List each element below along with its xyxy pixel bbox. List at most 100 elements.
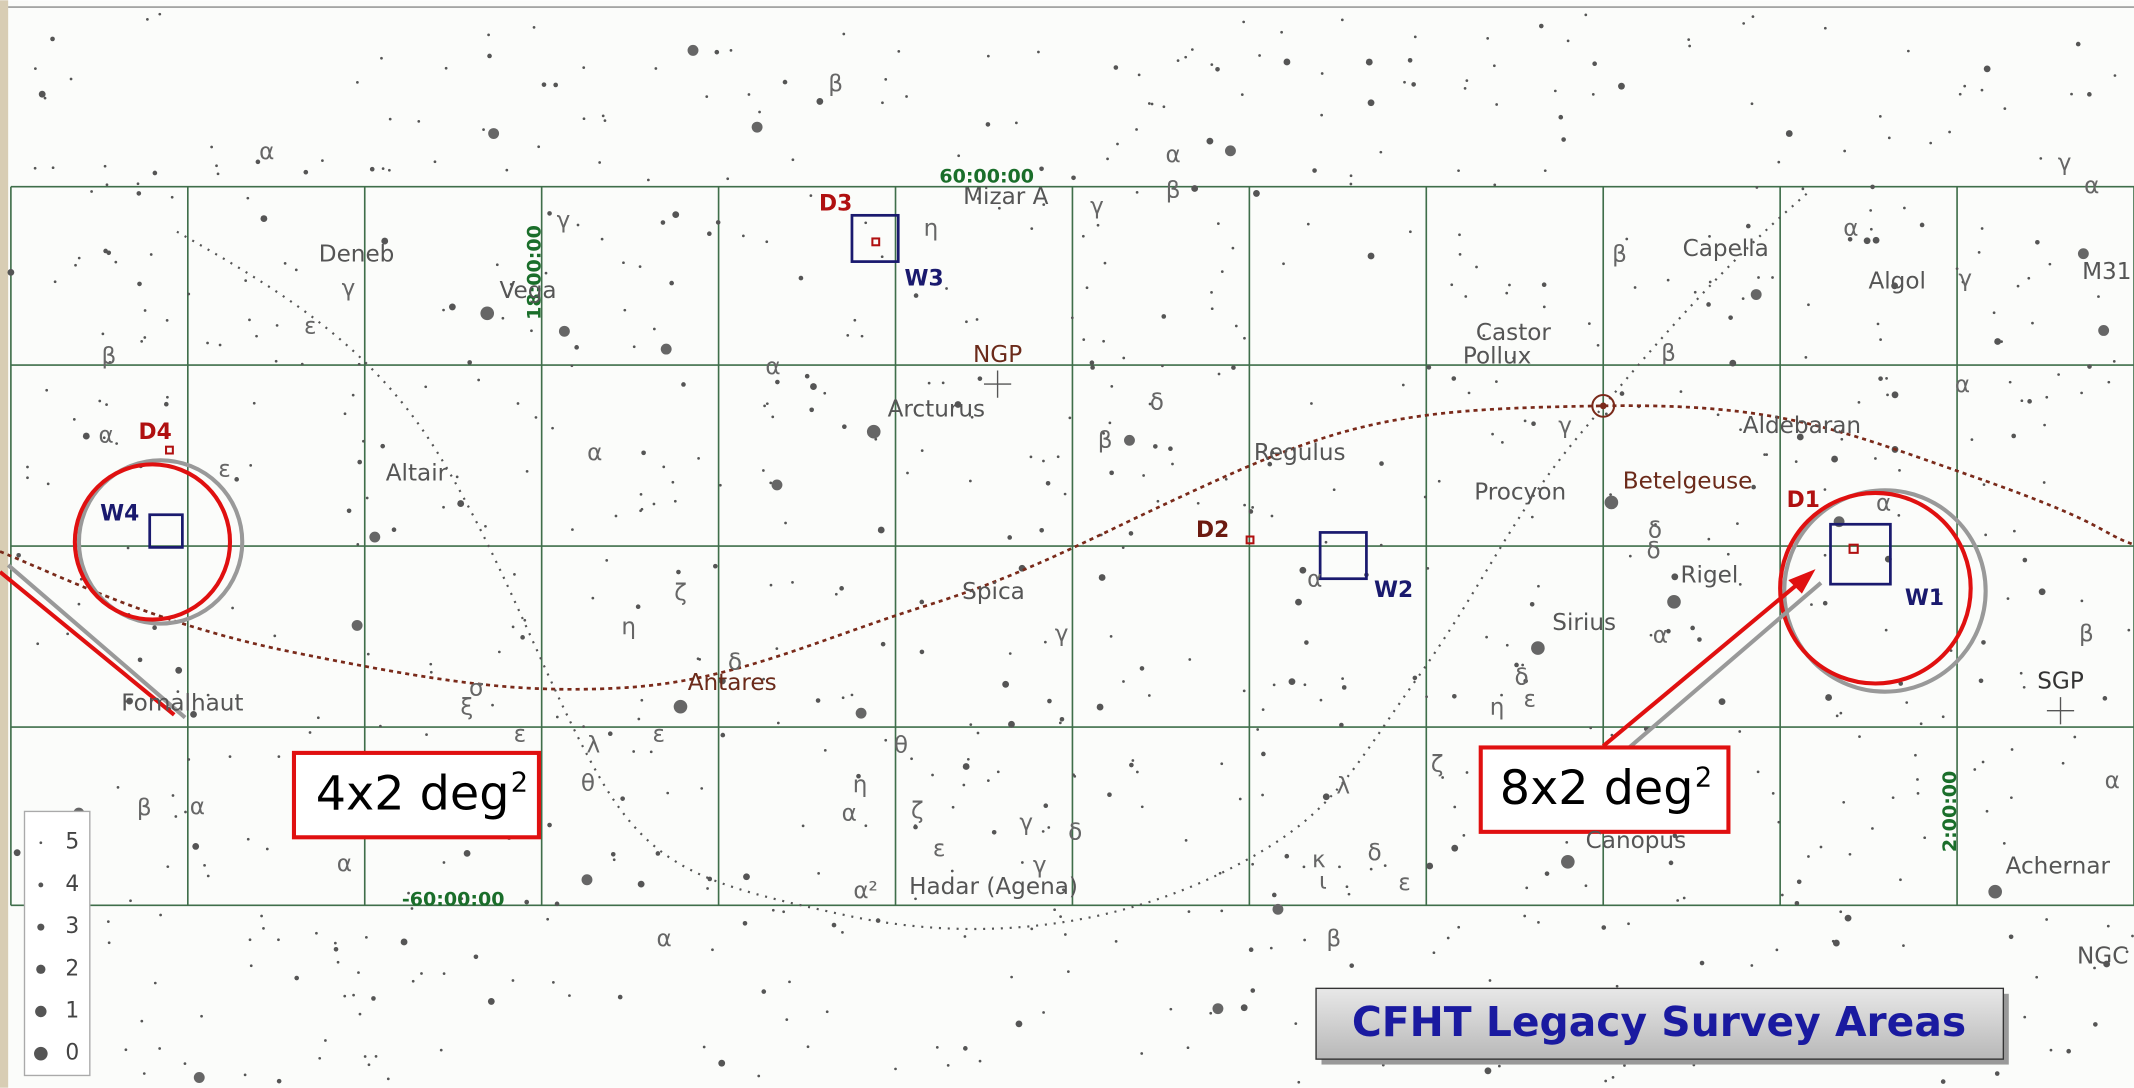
w4-circle-shadow xyxy=(76,458,245,626)
star xyxy=(946,1064,950,1067)
star xyxy=(1251,506,1254,509)
star xyxy=(2087,364,2092,369)
star xyxy=(1831,455,1838,463)
star xyxy=(2048,262,2052,266)
star xyxy=(1063,492,1067,496)
star xyxy=(1089,360,1095,366)
star xyxy=(90,190,93,193)
star xyxy=(1887,136,1891,140)
star xyxy=(1869,209,1873,212)
star xyxy=(442,505,445,509)
star xyxy=(1096,703,1104,711)
star xyxy=(200,1014,203,1018)
star xyxy=(1319,698,1323,702)
greek-label: λ xyxy=(1336,773,1350,799)
star xyxy=(1718,698,1726,706)
star xyxy=(788,980,791,984)
star xyxy=(1210,290,1213,294)
star xyxy=(1741,297,1745,300)
star xyxy=(1109,635,1113,638)
star xyxy=(369,531,381,543)
star xyxy=(1441,776,1444,779)
star xyxy=(1042,459,1045,463)
star xyxy=(977,197,980,200)
greek-label: γ xyxy=(1019,810,1033,836)
star xyxy=(853,318,857,322)
star xyxy=(417,120,421,123)
star xyxy=(1619,391,1625,396)
star xyxy=(1501,440,1504,444)
star xyxy=(1216,222,1220,225)
star xyxy=(1067,970,1070,973)
legend-dot xyxy=(35,1005,47,1018)
star xyxy=(1082,338,1086,341)
bright-star xyxy=(1561,854,1575,869)
star xyxy=(2045,918,2048,921)
star xyxy=(1750,289,1762,300)
greek-label: ζ xyxy=(1431,752,1444,778)
star xyxy=(1757,276,1760,279)
star xyxy=(2102,696,2108,701)
star-name: Hadar (Agena) xyxy=(909,874,1078,900)
star xyxy=(1369,867,1373,871)
star xyxy=(2010,796,2013,800)
greek-label: β xyxy=(828,71,843,97)
w2-square xyxy=(1318,531,1368,581)
star-name: Canopus xyxy=(1586,828,1687,854)
star xyxy=(809,194,813,197)
star xyxy=(72,417,76,421)
field-label: W4 xyxy=(100,502,139,527)
legend-label: 0 xyxy=(65,1041,79,1066)
w4-square xyxy=(148,513,184,549)
star xyxy=(1835,714,1839,718)
star xyxy=(762,677,766,681)
star xyxy=(1061,888,1065,892)
greek-label: β xyxy=(137,795,152,821)
star-name: Antares xyxy=(688,670,777,696)
star xyxy=(1671,573,1679,581)
star xyxy=(1464,295,1468,298)
star xyxy=(791,581,794,584)
star xyxy=(769,481,773,485)
star xyxy=(1738,583,1742,586)
star xyxy=(460,897,464,901)
star xyxy=(1876,322,1880,326)
star xyxy=(505,168,509,172)
arrow-shadow xyxy=(6,563,187,720)
star xyxy=(374,1055,378,1058)
star xyxy=(1878,376,1883,381)
star xyxy=(1212,1003,1224,1015)
star xyxy=(1978,678,1984,684)
star xyxy=(842,32,846,36)
star xyxy=(146,17,149,21)
star xyxy=(206,874,210,878)
star xyxy=(600,237,604,241)
star xyxy=(1128,531,1134,536)
star xyxy=(1538,23,1544,29)
star xyxy=(945,287,948,290)
star xyxy=(442,308,445,312)
star xyxy=(715,220,721,225)
star xyxy=(1002,680,1010,688)
star xyxy=(632,750,636,753)
star xyxy=(1625,237,1629,241)
star xyxy=(1523,678,1528,684)
star xyxy=(43,96,47,100)
star xyxy=(386,1077,390,1081)
star xyxy=(1037,50,1040,54)
star xyxy=(1116,142,1119,146)
star xyxy=(1488,979,1492,982)
star xyxy=(632,345,636,349)
labels: D1 D2 D3 D4 W1 W2 W3 W4 NGP SGP 60:00:00 18:00:00 -6… xyxy=(34,71,2131,1066)
star xyxy=(1147,102,1151,105)
greek-label: α xyxy=(657,926,672,952)
star xyxy=(1566,39,1570,43)
star xyxy=(1994,338,2002,345)
star-name: Vega xyxy=(500,278,557,304)
star-name: Mizar A xyxy=(963,184,1049,210)
star xyxy=(571,528,574,531)
star xyxy=(523,618,527,622)
star xyxy=(765,402,769,406)
star xyxy=(970,415,974,419)
star xyxy=(103,164,107,168)
